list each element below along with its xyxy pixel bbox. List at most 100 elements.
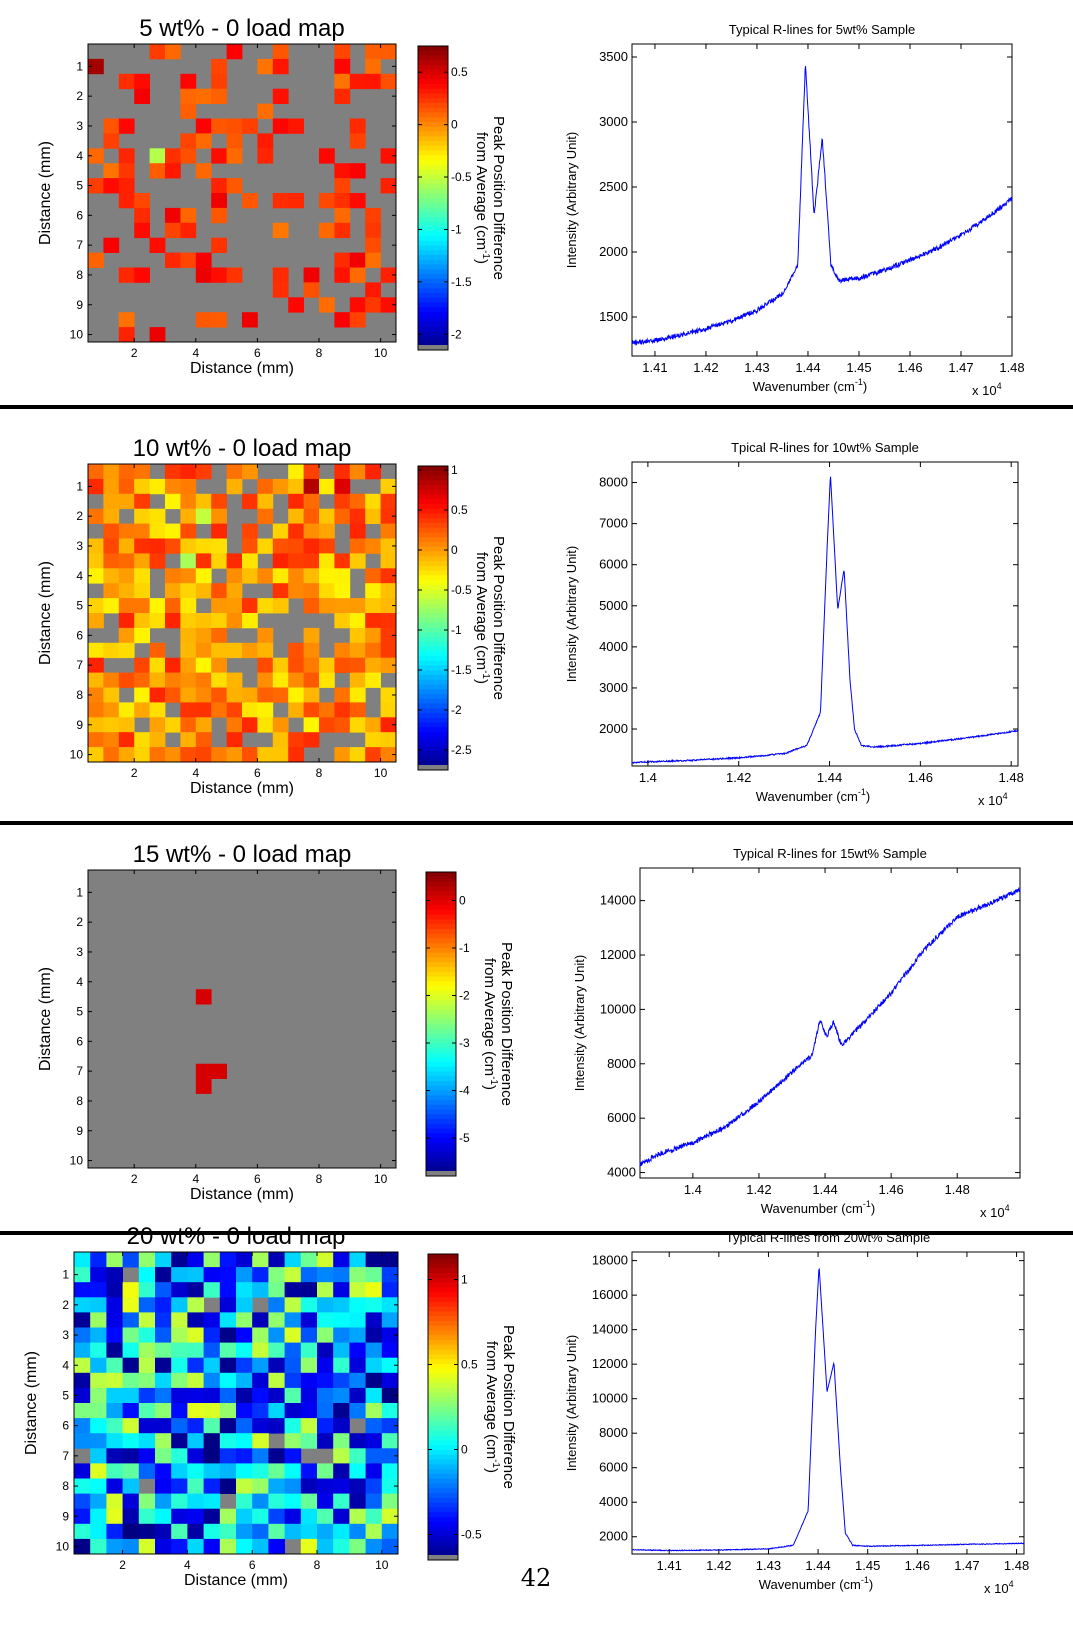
heatmap-cell (349, 464, 366, 480)
heatmap-cell (203, 1523, 221, 1540)
heatmap-cell (381, 1342, 399, 1359)
heatmap-cell (349, 627, 366, 644)
colorbar-segment (418, 561, 448, 567)
colorbar-segment (426, 967, 456, 973)
heatmap-cell (349, 1387, 366, 1404)
heatmap-cell (106, 1342, 123, 1359)
colorbar-tick-label: -1 (451, 222, 462, 236)
heatmap-cell (334, 312, 351, 328)
colorbar-segment (426, 1119, 456, 1125)
colorbar-segment (428, 1292, 458, 1298)
colorbar-segment (428, 1378, 458, 1384)
heatmap-cell (349, 523, 366, 539)
heatmap-cell (381, 1433, 399, 1449)
spectrum-line (639, 886, 1021, 1166)
heatmap-cell (236, 1357, 253, 1374)
colorbar-segment (428, 1502, 458, 1508)
heatmap-cell (187, 1357, 204, 1374)
colorbar-segment (426, 1114, 456, 1120)
heatmap-cell (211, 613, 227, 629)
heatmap-cell (155, 1282, 172, 1298)
colorbar-segment (418, 65, 448, 71)
heatmap-cell (219, 1357, 237, 1374)
heatmap-cell (103, 163, 120, 179)
heatmap-cell (165, 478, 181, 495)
spectrum-y-tick-label: 2000 (599, 1529, 628, 1544)
colorbar-segment (418, 523, 448, 529)
heatmap-cell (300, 1508, 318, 1525)
colorbar-segment (418, 570, 448, 576)
heatmap-cell (138, 1418, 156, 1434)
heatmap-cell (180, 464, 197, 480)
heatmap-cell (187, 1342, 204, 1359)
colorbar-label-line1: Peak Position Difference (500, 1325, 517, 1489)
heatmap-y-tick-label: 2 (76, 89, 83, 103)
heatmap-cell (365, 568, 381, 584)
colorbar-segment (428, 1330, 458, 1336)
heatmap-cell (122, 1297, 140, 1313)
heatmap-cell (334, 642, 351, 659)
heatmap-cell (171, 1418, 188, 1434)
heatmap-cell (118, 613, 135, 629)
heatmap-cell (333, 1252, 350, 1268)
colorbar-segment (418, 694, 448, 700)
heatmap-cell (149, 327, 166, 343)
heatmap-cell (257, 672, 274, 688)
heatmap-cell (365, 1312, 383, 1328)
heatmap-cell (211, 88, 227, 104)
heatmap-cell (317, 1327, 334, 1343)
heatmap-cell (236, 1267, 253, 1283)
heatmap-cell (319, 538, 335, 554)
spectrum-y-tick-label: 6000 (599, 557, 628, 572)
spectrum-x-multiplier: x 104 (972, 381, 1002, 398)
heatmap-cell (317, 1538, 334, 1555)
colorbar-segment (418, 269, 448, 275)
colorbar-segment (418, 532, 448, 538)
heatmap-cell (195, 464, 212, 480)
heatmap-cell (317, 1252, 334, 1268)
heatmap-cell (106, 1372, 123, 1389)
heatmap-cell (380, 568, 397, 584)
heatmap-cell (165, 493, 181, 510)
colorbar-segment (418, 627, 448, 633)
heatmap-cell (134, 523, 150, 539)
colorbar-segment (428, 1363, 458, 1370)
heatmap-cell (252, 1327, 269, 1343)
heatmap-cell (187, 1297, 204, 1313)
heatmap-cell (106, 1463, 123, 1479)
colorbar-segment (418, 117, 448, 123)
colorbar-segment (418, 221, 448, 227)
colorbar-segment (418, 760, 448, 766)
heatmap-x-label: Distance (mm) (184, 1572, 288, 1589)
heatmap-cell (219, 1538, 237, 1555)
heatmap-cell (149, 538, 166, 554)
heatmap-cell (365, 508, 381, 524)
heatmap-cell (365, 1478, 383, 1494)
heatmap-cell (211, 508, 227, 524)
heatmap-cell (272, 583, 289, 599)
heatmap-title: 15 wt% - 0 load map (133, 841, 352, 868)
spectrum-y-tick-label: 3000 (599, 114, 628, 129)
heatmap-cell (226, 702, 243, 718)
heatmap-cell (252, 1448, 269, 1464)
heatmap-cell (288, 583, 304, 599)
colorbar-label-line1: Peak Position Difference (498, 942, 515, 1106)
heatmap-cell (303, 267, 320, 283)
heatmap-cell (149, 44, 166, 60)
heatmap-cell (334, 613, 351, 629)
spectrum-x-tick-label: 1.48 (945, 1182, 970, 1197)
colorbar-tick-label: 0.5 (451, 503, 468, 517)
heatmap-cell (187, 1493, 204, 1510)
heatmap-cell (219, 1282, 237, 1298)
colorbar-segment (426, 1147, 456, 1153)
heatmap-cell (219, 1252, 237, 1268)
colorbar-segment (418, 537, 448, 543)
heatmap-cell (303, 672, 320, 688)
heatmap-cell (365, 1448, 383, 1464)
colorbar-tick-label: -5 (459, 1131, 470, 1145)
heatmap-y-tick-label: 10 (70, 1154, 84, 1168)
spectrum-y-label: Intensity (Arbitrary Unit) (564, 1335, 579, 1472)
heatmap-cell (268, 1493, 285, 1510)
spectrum-y-tick-label: 8000 (599, 475, 628, 490)
heatmap-y-tick-label: 5 (76, 599, 83, 613)
